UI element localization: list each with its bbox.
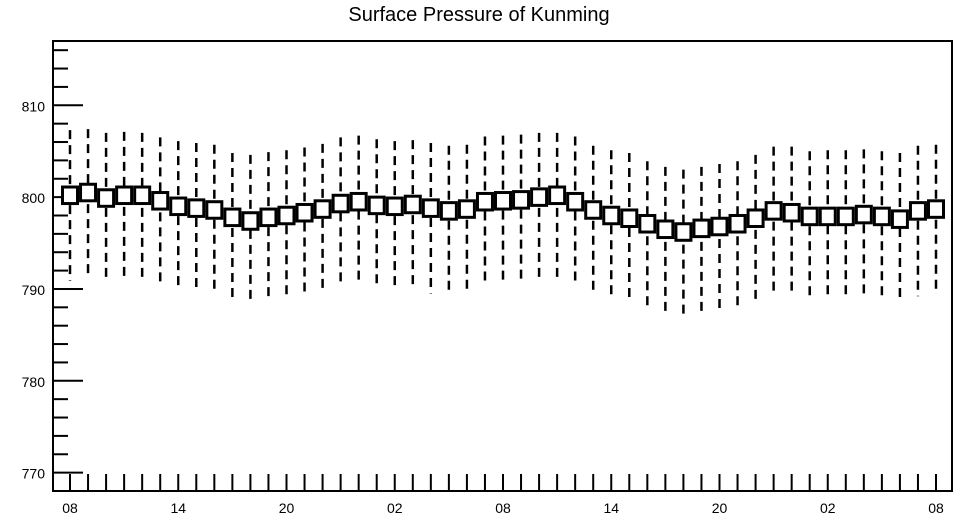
box-mark bbox=[512, 190, 531, 210]
box-mark bbox=[854, 204, 873, 225]
box-mark bbox=[566, 191, 585, 212]
box-mark bbox=[800, 206, 819, 227]
box-mark bbox=[241, 211, 260, 231]
y-tick-label: 770 bbox=[22, 466, 46, 482]
box-mark bbox=[836, 206, 855, 227]
box-mark bbox=[151, 191, 170, 211]
box-mark bbox=[97, 188, 116, 208]
y-tick-label: 800 bbox=[22, 190, 46, 206]
box-mark bbox=[61, 185, 79, 206]
y-tick-label: 790 bbox=[22, 282, 46, 298]
x-tick-label: 02 bbox=[387, 500, 403, 516]
box-mark bbox=[494, 191, 512, 211]
box-mark bbox=[115, 185, 134, 206]
box-mark bbox=[548, 185, 567, 206]
x-tick-label: 02 bbox=[820, 500, 836, 516]
box-mark bbox=[818, 206, 837, 227]
chart-title: Surface Pressure of Kunming bbox=[348, 4, 610, 26]
whisker-layer bbox=[68, 129, 938, 314]
x-tick-label: 08 bbox=[928, 500, 944, 516]
box-mark bbox=[674, 222, 693, 242]
tick-layer bbox=[53, 49, 937, 491]
box-mark bbox=[530, 187, 549, 207]
x-tick-label: 20 bbox=[279, 500, 295, 516]
box-mark bbox=[710, 216, 729, 237]
box-layer bbox=[61, 182, 945, 242]
box-mark bbox=[205, 200, 224, 220]
box-mark bbox=[403, 194, 422, 215]
box-mark bbox=[872, 206, 891, 227]
box-mark bbox=[439, 201, 458, 221]
box-mark bbox=[79, 182, 98, 203]
plot-frame bbox=[52, 40, 953, 492]
box-mark bbox=[602, 205, 621, 226]
box-mark bbox=[908, 201, 927, 221]
box-mark bbox=[638, 213, 657, 234]
box-mark bbox=[187, 198, 206, 218]
box-mark bbox=[133, 185, 152, 206]
box-mark bbox=[692, 218, 711, 239]
box-mark bbox=[890, 209, 909, 229]
x-tick-label: 08 bbox=[62, 500, 78, 516]
box-mark bbox=[223, 207, 242, 228]
box-mark bbox=[421, 198, 440, 218]
tick-label-layer: 770 780 790 800 810 08 14 20 02 08 14 20 02 08 bbox=[22, 98, 944, 516]
x-tick-label: 14 bbox=[603, 500, 619, 516]
box-mark bbox=[259, 207, 278, 228]
y-tick-label: 780 bbox=[22, 374, 46, 390]
y-tick-label: 810 bbox=[22, 98, 46, 114]
box-mark bbox=[331, 193, 350, 214]
box-mark bbox=[584, 200, 603, 220]
x-tick-label: 20 bbox=[712, 500, 728, 516]
box-mark bbox=[277, 205, 296, 226]
box-mark bbox=[927, 199, 945, 219]
box-mark bbox=[313, 199, 332, 219]
box-mark bbox=[457, 199, 476, 219]
box-mark bbox=[349, 191, 368, 212]
x-tick-label: 08 bbox=[495, 500, 511, 516]
box-mark bbox=[728, 213, 747, 234]
box-mark bbox=[656, 219, 675, 240]
x-tick-label: 14 bbox=[170, 500, 186, 516]
box-mark bbox=[746, 208, 765, 229]
box-mark bbox=[475, 191, 494, 212]
box-mark bbox=[764, 201, 783, 221]
box-mark bbox=[782, 202, 801, 223]
box-mark bbox=[620, 208, 639, 229]
box-mark bbox=[367, 195, 386, 216]
box-mark bbox=[169, 196, 188, 217]
box-mark bbox=[295, 202, 314, 223]
box-mark bbox=[385, 196, 404, 217]
